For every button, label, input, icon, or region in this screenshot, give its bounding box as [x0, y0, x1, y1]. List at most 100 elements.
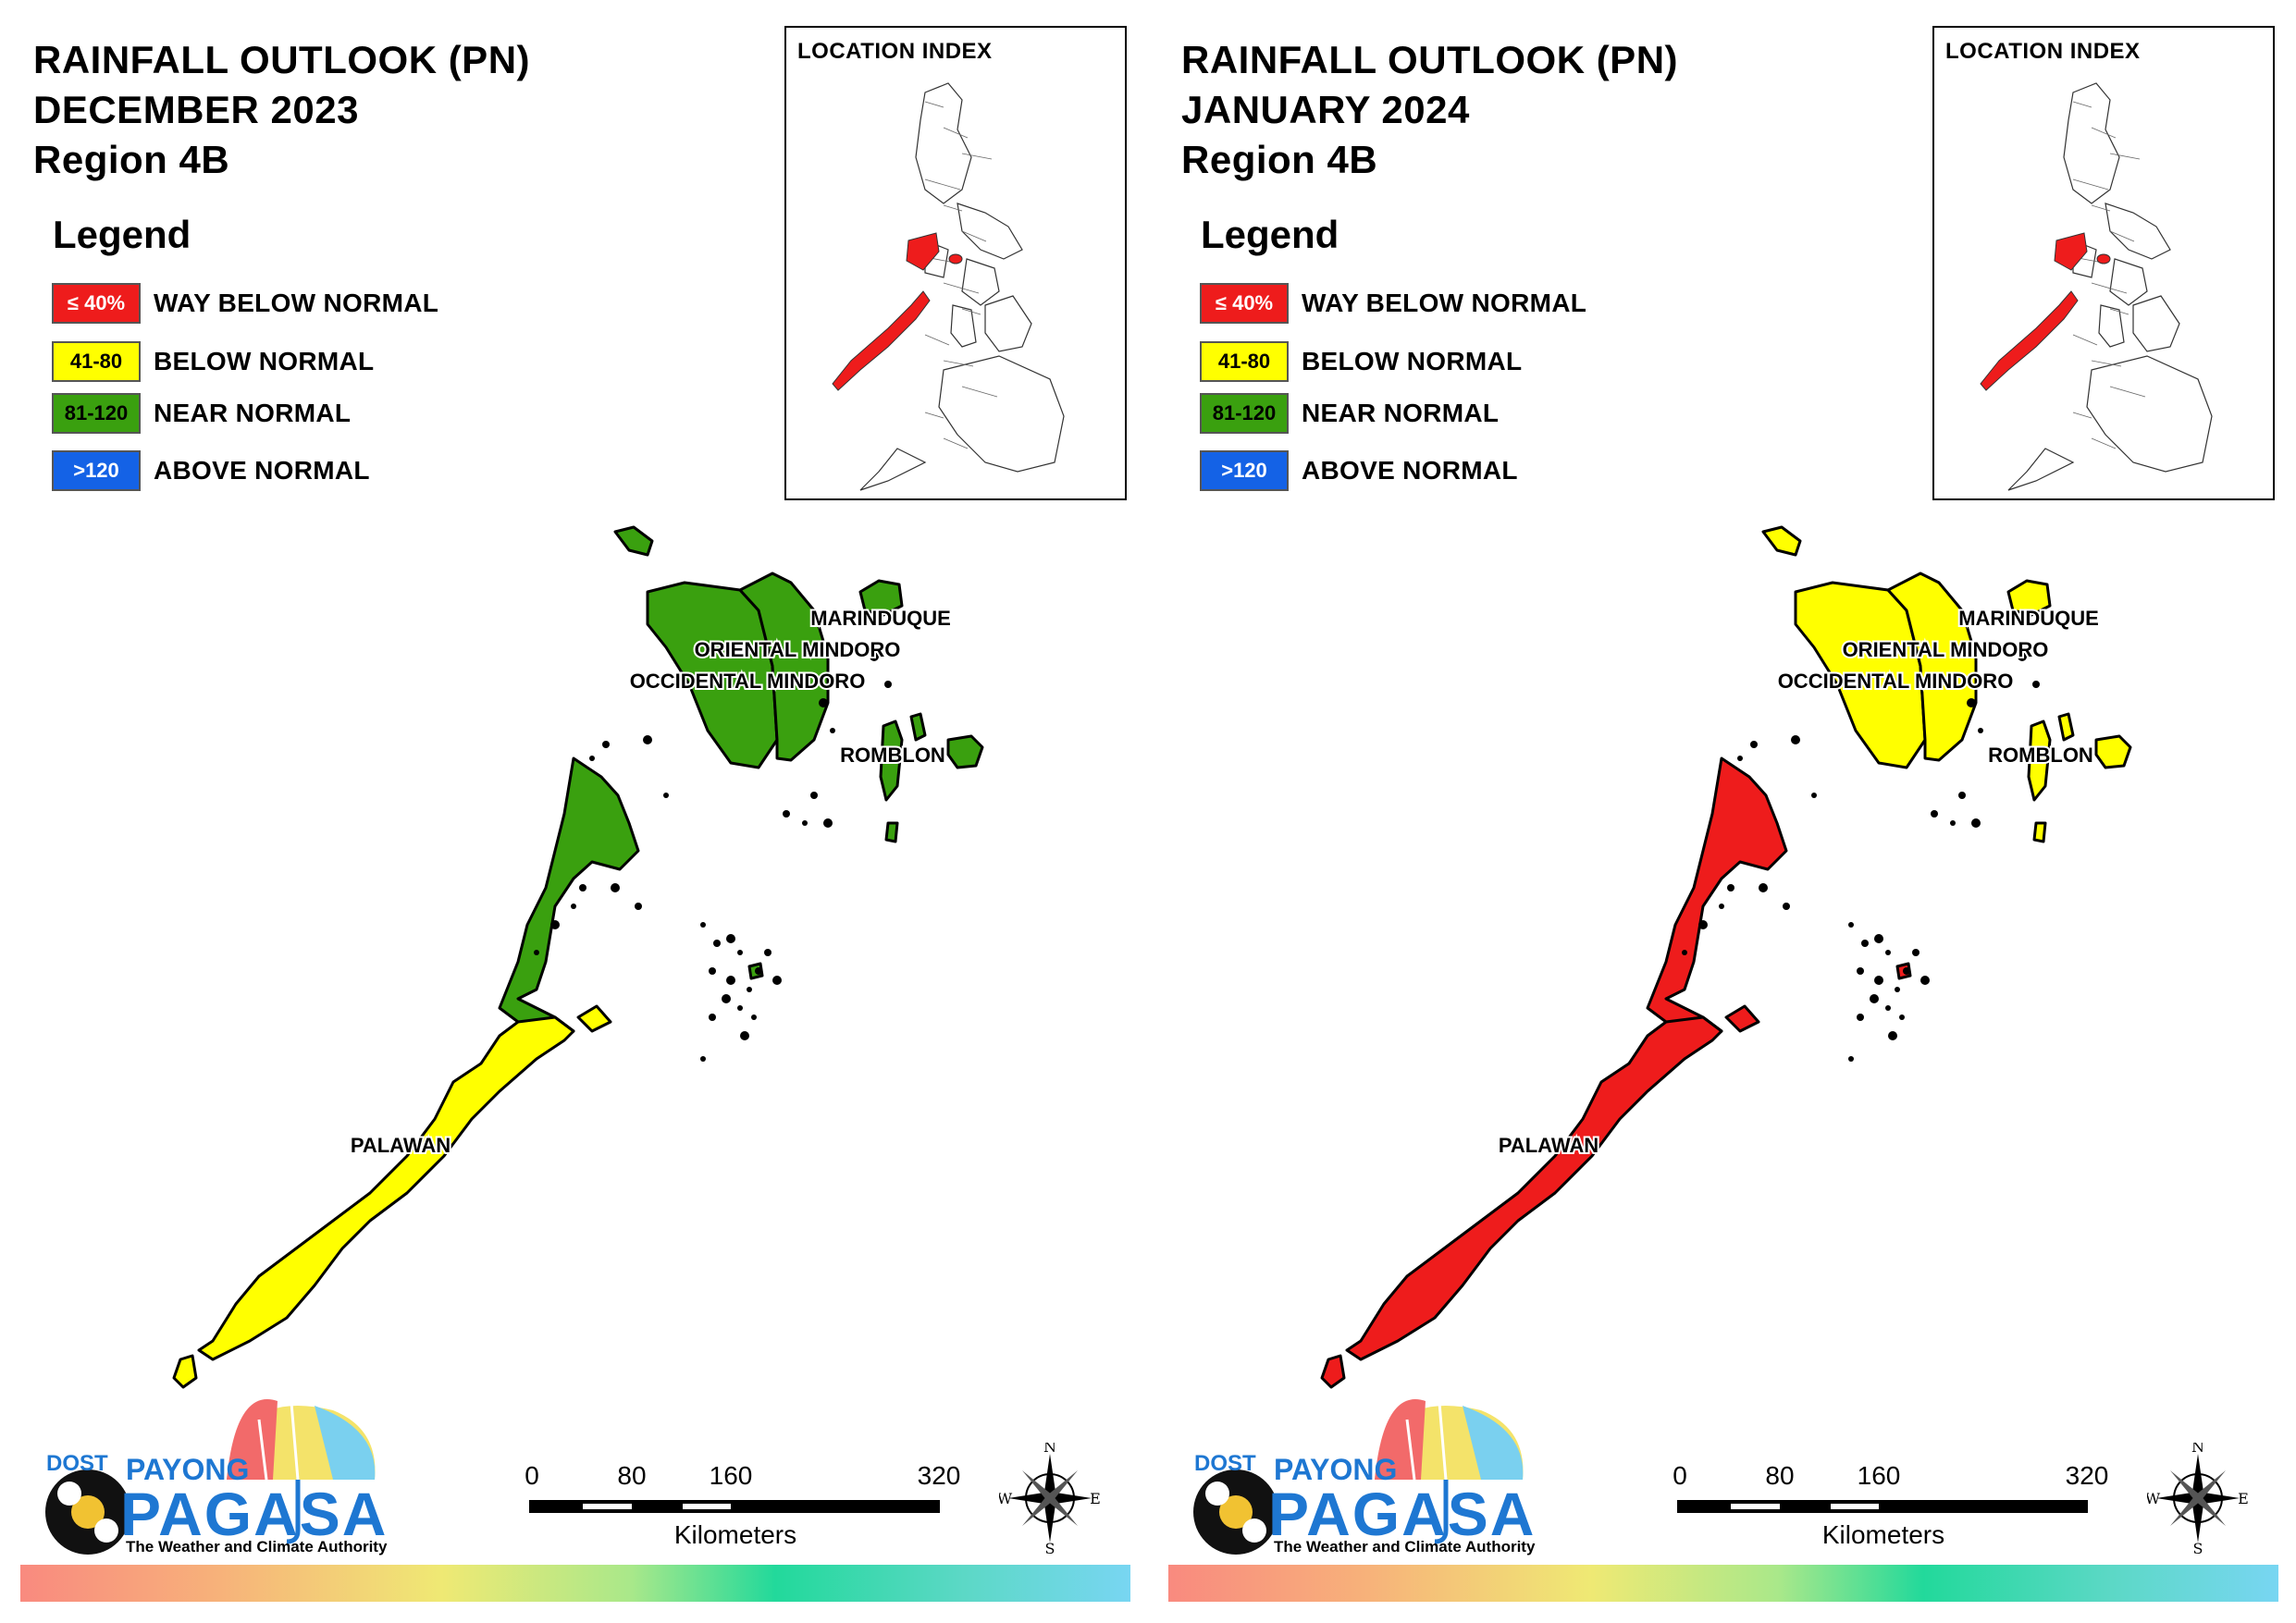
province-lubang: [1761, 525, 1802, 557]
index-boundary: [943, 282, 980, 294]
map-title: RAINFALL OUTLOOK (PN) JANUARY 2024 Regio…: [1181, 35, 1678, 185]
legend-swatch: ≤ 40%: [52, 283, 141, 324]
location-index: LOCATION INDEX: [1932, 26, 2275, 500]
islet: [534, 950, 539, 955]
index-island-outline: [915, 82, 972, 204]
logo-tagline: The Weather and Climate Authority: [1274, 1538, 1536, 1555]
legend-item-near-normal: 81-120 NEAR NORMAL: [52, 392, 351, 435]
index-boundary: [943, 360, 974, 367]
compass-w: W: [2147, 1490, 2161, 1507]
compass-rose-icon: N S E W: [2145, 1438, 2249, 1557]
legend-item-above-normal: >120 ABOVE NORMAL: [52, 449, 370, 492]
islet: [1931, 810, 1938, 818]
index-island-outline: [859, 448, 927, 491]
title-line-1: RAINFALL OUTLOOK (PN): [1181, 38, 1679, 81]
province-marinduque: [2006, 579, 2052, 617]
index-boundary: [961, 308, 981, 315]
footer-gradient-strip: [1168, 1565, 2278, 1602]
index-boundary: [2091, 127, 2117, 139]
islet: [722, 994, 731, 1003]
scale-bar: 0 80 160 320 Kilometers: [1673, 1461, 2108, 1549]
islet: [764, 949, 772, 956]
pagasa-logo: DOST PAYONG PAGASA The Weather and Clima…: [1185, 1392, 1546, 1563]
islet: [663, 793, 669, 798]
location-index: LOCATION INDEX: [784, 26, 1127, 500]
islet: [802, 820, 808, 826]
province-palawan-north: [1646, 756, 1788, 1047]
province-romblon-1: [2094, 734, 2132, 769]
islet: [740, 1031, 749, 1040]
islet: [870, 652, 879, 661]
province-romblon-2: [2027, 719, 2052, 802]
outlook-panel-december: RAINFALL OUTLOOK (PN) DECEMBER 2023 Regi…: [20, 26, 1130, 1602]
pagasa-logo: DOST PAYONG PAGASA The Weather and Clima…: [37, 1392, 398, 1563]
location-index-title: LOCATION INDEX: [797, 39, 993, 64]
index-boundary: [943, 127, 969, 139]
province-balabac: [1320, 1354, 1346, 1389]
islet: [830, 728, 835, 733]
index-island-outline: [950, 304, 977, 348]
islet: [571, 904, 576, 909]
legend-label: ABOVE NORMAL: [1302, 456, 1518, 485]
index-boundary: [924, 334, 950, 346]
index-boundary: [924, 412, 944, 419]
index-boundary: [924, 101, 944, 108]
scale-tick-label: 0: [1673, 1461, 1687, 1490]
map-title: RAINFALL OUTLOOK (PN) DECEMBER 2023 Regi…: [33, 35, 530, 185]
islet: [1958, 792, 1966, 799]
islet: [2018, 652, 2027, 661]
islet: [823, 818, 833, 828]
index-boundary: [2109, 308, 2129, 315]
islet: [783, 810, 790, 818]
islet: [726, 976, 735, 985]
index-island-outline: [961, 258, 1000, 306]
scale-tick-label: 80: [1765, 1461, 1795, 1490]
islet: [1857, 1014, 1864, 1021]
index-boundary: [2109, 153, 2141, 160]
compass-rose-icon: N S E W: [997, 1438, 1101, 1557]
province-label-romblon: ROMBLON: [1988, 744, 2093, 767]
scale-tick-label: 0: [525, 1461, 539, 1490]
umbrella-icon: [1193, 1399, 1524, 1555]
compass-e: E: [2238, 1490, 2249, 1507]
index-boundary: [2072, 101, 2092, 108]
islet: [709, 967, 716, 975]
islet: [1920, 976, 1930, 985]
index-island-outline: [2132, 295, 2180, 352]
compass-n: N: [2191, 1443, 2204, 1456]
islet: [726, 934, 735, 943]
islet: [1783, 903, 1790, 910]
index-boundary: [2091, 437, 2117, 449]
islet: [1950, 820, 1956, 826]
province-label-romblon: ROMBLON: [840, 744, 945, 767]
title-region: Region 4B: [1181, 138, 1378, 181]
islet: [2032, 681, 2040, 688]
logo-payong: PAYONG: [126, 1453, 250, 1486]
province-oriental-mindoro: [1886, 572, 1978, 762]
outlook-panel-january: RAINFALL OUTLOOK (PN) JANUARY 2024 Regio…: [1148, 0, 2296, 1623]
islet: [579, 884, 586, 891]
islet: [737, 950, 743, 955]
province-label-oriental-mindoro: ORIENTAL MINDORO: [695, 638, 901, 661]
index-boundary: [2109, 386, 2146, 398]
index-island-outline: [2098, 304, 2125, 348]
legend-swatch: ≤ 40%: [1200, 283, 1289, 324]
legend-swatch: >120: [52, 450, 141, 491]
logo-payong: PAYONG: [1274, 1453, 1398, 1486]
legend-item-below-normal: 41-80 BELOW NORMAL: [1200, 340, 1522, 383]
index-highlight-palawan: [832, 290, 931, 391]
province-romblon-4: [884, 821, 899, 843]
islet: [1874, 976, 1883, 985]
islet: [611, 883, 620, 892]
philippines-index-map: [1980, 82, 2213, 491]
province-label-occidental-mindoro: OCCIDENTAL MINDORO: [1778, 670, 2014, 693]
islet: [700, 922, 706, 928]
scale-tick-label: 160: [1857, 1461, 1901, 1490]
scale-unit: Kilometers: [673, 1520, 797, 1549]
logo-dost: DOST: [46, 1451, 108, 1476]
islet: [700, 1056, 706, 1062]
islet: [1888, 1031, 1897, 1040]
islet: [709, 1014, 716, 1021]
index-highlight-mindoro: [2054, 232, 2088, 271]
islet: [1791, 735, 1800, 744]
